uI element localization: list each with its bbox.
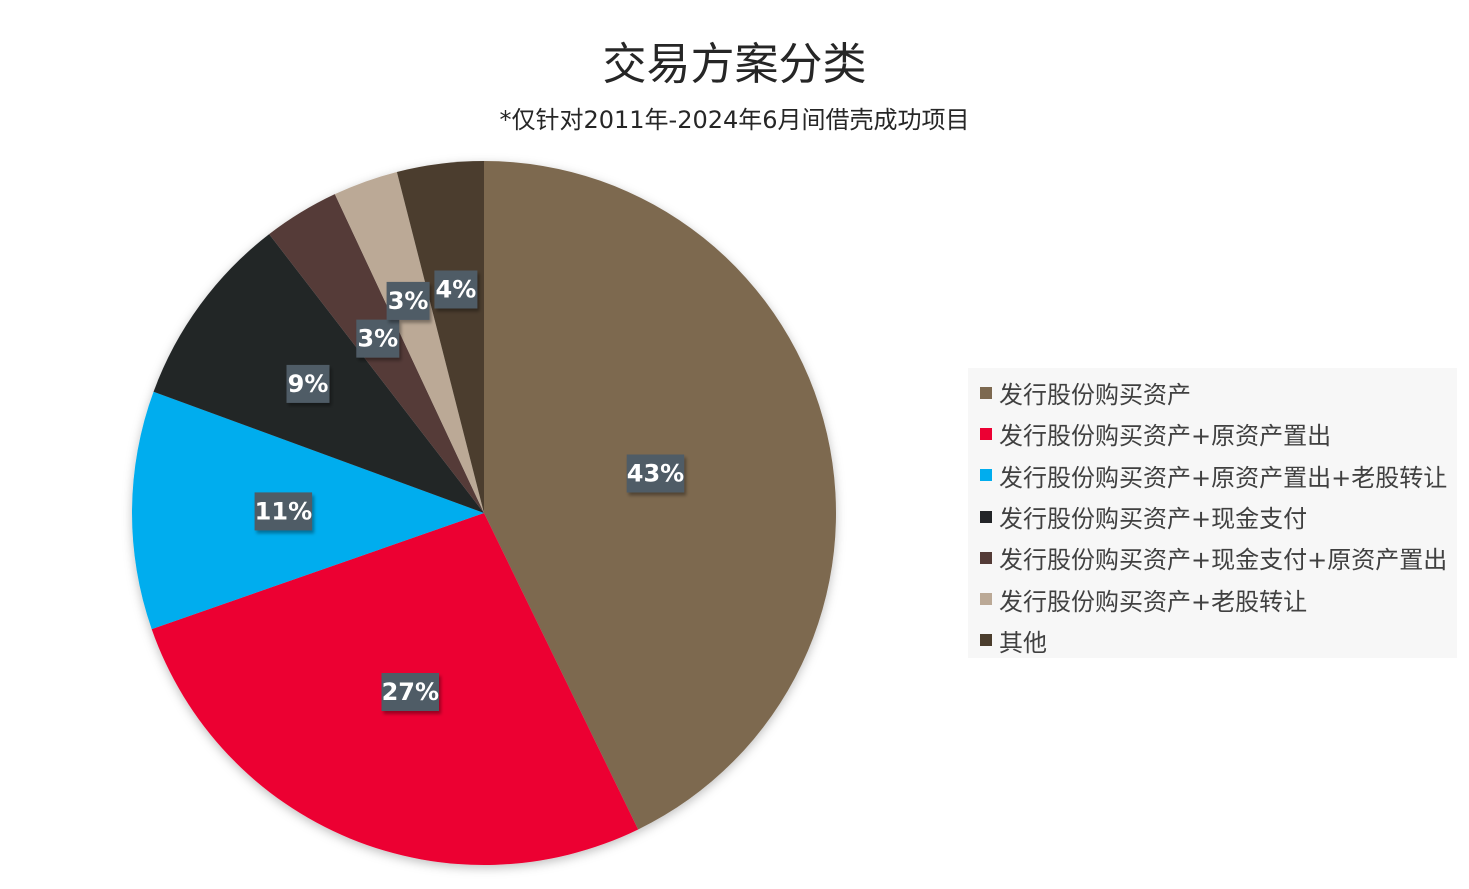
slice-value-label: 4%	[436, 276, 477, 304]
slice-value-label: 43%	[627, 460, 684, 488]
pie-slice	[396, 161, 484, 513]
legend-label: 发行股份购买资产+原资产置出	[999, 422, 1332, 451]
legend-label: 发行股份购买资产	[999, 381, 1191, 410]
slice-data-label: 9%	[286, 364, 330, 403]
pie-slice	[484, 160, 837, 830]
legend-item: 发行股份购买资产+现金支付+原资产置出	[968, 537, 1457, 578]
legend-swatch	[980, 510, 992, 523]
slice-data-label: 11%	[254, 492, 312, 531]
legend-swatch	[980, 593, 992, 606]
legend-label: 发行股份购买资产+现金支付+原资产置出	[999, 546, 1448, 575]
legend-swatch	[980, 634, 992, 647]
slice-data-label: 43%	[626, 454, 684, 493]
legend-swatch	[980, 469, 992, 482]
legend-item: 发行股份购买资产+现金支付	[968, 496, 1457, 537]
slice-value-label: 9%	[288, 370, 329, 398]
legend-label: 发行股份购买资产+现金支付	[999, 505, 1308, 534]
legend-item: 发行股份购买资产+老股转让	[968, 578, 1457, 619]
legend-swatch	[980, 386, 992, 399]
legend: 发行股份购买资产发行股份购买资产+原资产置出发行股份购买资产+原资产置出+老股转…	[968, 368, 1457, 658]
legend-label: 发行股份购买资产+老股转让	[999, 587, 1308, 616]
pie-slice	[334, 171, 484, 513]
legend-item: 其他	[968, 620, 1457, 661]
slice-data-label: 4%	[434, 270, 478, 309]
slice-data-label: 27%	[381, 673, 439, 711]
legend-label: 其他	[999, 628, 1047, 657]
legend-item: 发行股份购买资产+原资产置出+老股转让	[968, 455, 1457, 496]
slice-value-label: 3%	[388, 287, 429, 315]
legend-swatch	[980, 427, 992, 440]
legend-swatch	[980, 551, 992, 564]
slice-value-label: 27%	[382, 678, 439, 706]
slice-value-label: 11%	[255, 497, 312, 525]
chart-subtitle: *仅针对2011年-2024年6月间借壳成功项目	[499, 106, 970, 134]
legend-item: 发行股份购买资产+原资产置出	[968, 413, 1457, 454]
slice-data-label: 3%	[356, 319, 400, 358]
legend-item: 发行股份购买资产	[968, 372, 1457, 413]
slice-value-label: 3%	[357, 325, 398, 353]
legend-label: 发行股份购买资产+原资产置出+老股转让	[999, 463, 1448, 492]
slice-data-label: 3%	[386, 281, 430, 320]
chart-title: 交易方案分类	[602, 39, 867, 90]
